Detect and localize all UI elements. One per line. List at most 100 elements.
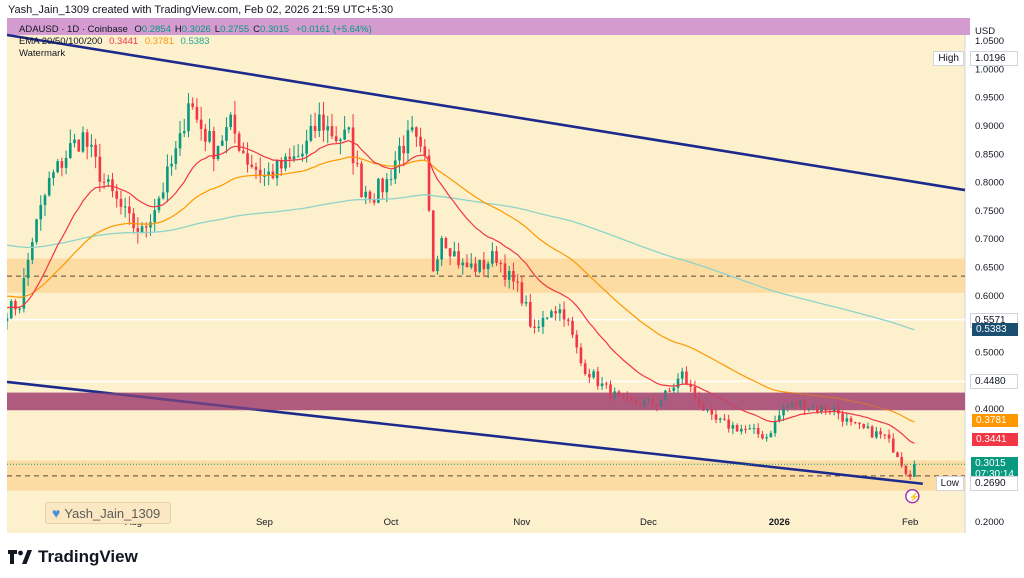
candle	[313, 112, 317, 139]
candle-body	[550, 311, 553, 318]
candle-body	[710, 408, 714, 415]
candle	[499, 260, 503, 273]
trendline-0	[7, 33, 966, 192]
candle	[533, 319, 536, 334]
candle	[334, 126, 338, 144]
candle	[845, 412, 849, 426]
candle	[170, 155, 173, 176]
candle	[199, 106, 203, 141]
chart-area[interactable]: 1.0500 1.0000 0.9500 0.9000 0.8500 0.8000 0.75…	[7, 18, 1022, 533]
ema20-line	[7, 139, 915, 444]
candle-body	[773, 420, 777, 434]
candle	[90, 134, 93, 158]
tradingview-logo[interactable]: TradingView	[8, 547, 138, 567]
candle-body	[723, 418, 726, 420]
candle	[453, 241, 456, 257]
candle-body	[351, 127, 355, 164]
candle-body	[60, 161, 64, 168]
candle-body	[558, 309, 562, 314]
watermark-legend[interactable]: Watermark	[19, 48, 65, 59]
candle-body	[64, 157, 68, 168]
candle	[178, 120, 182, 156]
candle-body	[744, 428, 747, 430]
candle	[52, 169, 55, 186]
candle	[410, 115, 414, 133]
candle	[233, 100, 237, 144]
candle-body	[178, 133, 182, 149]
price-chart[interactable]: 1.0500 1.0000 0.9500 0.9000 0.8500 0.8000 0.75…	[7, 18, 1022, 533]
candle-body	[317, 114, 321, 131]
candle	[896, 451, 899, 458]
y-tick-label: 1.0500	[975, 36, 1004, 47]
candle	[68, 129, 72, 159]
candle-body	[516, 281, 519, 283]
candle-body	[360, 163, 363, 198]
candle-body	[85, 132, 89, 147]
candle-body	[153, 210, 157, 223]
candle-body	[782, 407, 785, 416]
y-tick-label: 0.7500	[975, 206, 1004, 217]
candle	[56, 158, 59, 174]
candle-body	[731, 425, 735, 429]
candle	[680, 367, 684, 385]
currency-label: USD	[975, 26, 995, 37]
candle-body	[90, 144, 93, 147]
candle	[9, 299, 13, 320]
candle	[119, 190, 123, 215]
candle-body	[267, 171, 270, 176]
candle	[275, 159, 279, 186]
candle	[714, 410, 718, 424]
candle	[520, 275, 524, 307]
candle-body	[875, 431, 878, 438]
candle-body	[457, 251, 460, 266]
candle	[541, 310, 545, 334]
candle	[326, 115, 330, 144]
candle-body	[575, 334, 579, 348]
candle-body	[229, 114, 232, 128]
candle-body	[7, 318, 9, 322]
candle-body	[756, 428, 760, 435]
candle-body	[280, 160, 283, 169]
candle-body	[326, 126, 330, 131]
candle-body	[389, 179, 393, 181]
candle-body	[94, 144, 97, 157]
candle	[174, 141, 178, 170]
candle-body	[524, 301, 528, 304]
candle	[187, 93, 190, 138]
candle-body	[216, 145, 220, 159]
candle-body	[486, 263, 490, 270]
candle	[676, 373, 680, 394]
candle	[98, 143, 102, 192]
symbol-legend[interactable]: ADAUSD · 1D · Coinbase O0.2854 H0.3026 L0.…	[19, 24, 372, 35]
candle-body	[385, 179, 389, 193]
candle	[761, 430, 764, 440]
candle	[288, 148, 292, 168]
candle	[436, 255, 439, 275]
candle	[550, 309, 553, 318]
candle-body	[908, 473, 912, 477]
candle	[529, 293, 532, 329]
candle-body	[166, 166, 169, 193]
candle	[575, 330, 579, 354]
candle	[583, 359, 587, 376]
ema-legend[interactable]: EMA 20/50/100/200 0.3441 0.3781 0.5383	[19, 36, 210, 47]
y-tick-label: 0.5000	[975, 347, 1004, 358]
candle-body	[765, 437, 768, 439]
candle-body	[288, 156, 292, 160]
candle	[398, 137, 401, 174]
candle	[157, 195, 161, 214]
candle	[39, 195, 43, 231]
candle-body	[309, 125, 313, 141]
price-badge: 0.3781	[972, 413, 1018, 427]
candle	[571, 316, 574, 339]
candle	[423, 139, 427, 161]
candle-body	[204, 128, 207, 142]
candle-body	[913, 464, 916, 477]
ohlc-values: O0.2854 H0.3026 L0.2755 C0.3015	[130, 24, 289, 35]
candle-body	[604, 383, 608, 385]
candle-body	[887, 434, 891, 439]
candle-body	[43, 195, 47, 206]
candle-body	[727, 419, 730, 429]
x-tick-label: Sep	[256, 517, 273, 528]
candle	[123, 197, 127, 218]
